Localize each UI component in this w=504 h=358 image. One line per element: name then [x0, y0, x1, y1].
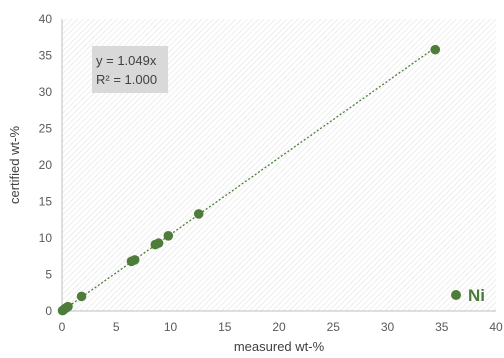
x-tick-label: 20 [272, 320, 286, 334]
y-tick-label: 30 [39, 85, 53, 99]
x-axis-title: measured wt-% [234, 339, 325, 354]
data-point [153, 238, 164, 248]
equation-box [92, 46, 168, 93]
y-tick-label: 20 [39, 158, 53, 172]
x-tick-label: 0 [59, 320, 66, 334]
data-point [163, 231, 174, 241]
legend-label-ni: Ni [468, 286, 485, 305]
y-tick-label: 15 [39, 195, 53, 209]
data-point [76, 291, 87, 302]
data-points [57, 44, 441, 316]
trendline-r-squared: R² = 1.000 [96, 72, 157, 87]
trendline-equation: y = 1.049x [96, 53, 157, 68]
y-tick-label: 25 [39, 122, 53, 136]
y-tick-label: 40 [39, 12, 53, 26]
y-tick-label: 10 [39, 231, 53, 245]
x-tick-label: 5 [113, 320, 120, 334]
trendline [61, 47, 436, 312]
data-point [63, 301, 73, 312]
x-tick-label: 15 [218, 320, 232, 334]
y-tick-labels: 0 5 10 15 20 25 30 35 40 [39, 12, 53, 318]
x-tick-label: 25 [327, 320, 341, 334]
x-tick-label: 35 [435, 320, 449, 334]
x-tick-label: 30 [381, 320, 395, 334]
data-point [430, 44, 441, 55]
y-tick-label: 35 [39, 49, 53, 63]
data-point [129, 255, 140, 265]
y-tick-label: 5 [45, 268, 52, 282]
legend-marker-ni [451, 290, 461, 300]
y-axis-title: certified wt-% [7, 126, 22, 204]
data-point [193, 209, 204, 219]
x-tick-labels: 0 5 10 15 20 25 30 35 40 [59, 320, 503, 334]
y-tick-label: 0 [45, 304, 52, 318]
x-tick-label: 10 [164, 320, 178, 334]
x-tick-label: 40 [489, 320, 503, 334]
